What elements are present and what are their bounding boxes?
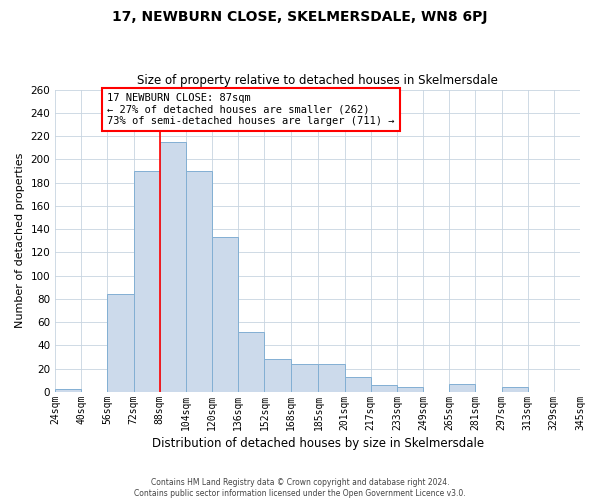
Bar <box>134 171 160 392</box>
Bar <box>397 388 423 392</box>
Bar <box>502 388 527 392</box>
X-axis label: Distribution of detached houses by size in Skelmersdale: Distribution of detached houses by size … <box>152 437 484 450</box>
Bar <box>265 360 290 392</box>
Bar <box>290 364 319 392</box>
Text: 17 NEWBURN CLOSE: 87sqm
← 27% of detached houses are smaller (262)
73% of semi-d: 17 NEWBURN CLOSE: 87sqm ← 27% of detache… <box>107 93 395 126</box>
Bar <box>449 384 475 392</box>
Text: 17, NEWBURN CLOSE, SKELMERSDALE, WN8 6PJ: 17, NEWBURN CLOSE, SKELMERSDALE, WN8 6PJ <box>112 10 488 24</box>
Bar <box>212 238 238 392</box>
Bar <box>55 388 82 392</box>
Bar <box>160 142 186 392</box>
Bar <box>371 385 397 392</box>
Bar <box>186 171 212 392</box>
Bar <box>107 294 134 392</box>
Text: Contains HM Land Registry data © Crown copyright and database right 2024.
Contai: Contains HM Land Registry data © Crown c… <box>134 478 466 498</box>
Bar <box>319 364 344 392</box>
Title: Size of property relative to detached houses in Skelmersdale: Size of property relative to detached ho… <box>137 74 498 87</box>
Y-axis label: Number of detached properties: Number of detached properties <box>15 153 25 328</box>
Bar <box>238 332 265 392</box>
Bar <box>344 377 371 392</box>
